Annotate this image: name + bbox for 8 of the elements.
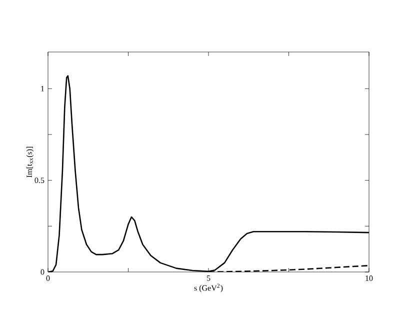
x-tick-label: 10: [366, 276, 373, 281]
x-tick-label: 0: [46, 276, 50, 281]
y-axis-title: Im[t$_{xx}$(s)]: [26, 146, 34, 178]
x-tick-label: 5: [206, 276, 210, 281]
y-tick-label: 1: [41, 86, 44, 92]
y-tick-label: 0.5: [34, 178, 44, 184]
x-axis-title: s (GeV$^{2}$): [194, 284, 223, 292]
y-tick-label: 0: [40, 269, 44, 275]
